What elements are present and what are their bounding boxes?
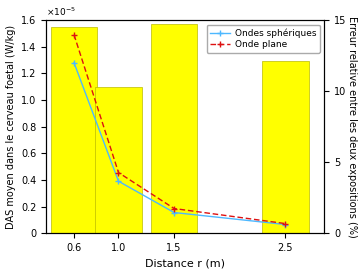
- Y-axis label: Erreur relative entre les deux expositions (%): Erreur relative entre les deux expositio…: [347, 16, 358, 238]
- Onde plane: [116, 171, 121, 174]
- Y-axis label: DAS moyen dans le cerveau foetal (W/kg): DAS moyen dans le cerveau foetal (W/kg): [5, 25, 16, 229]
- Ondes sphériques: [72, 61, 76, 64]
- Bar: [95, 87, 142, 233]
- Onde plane: [172, 207, 176, 210]
- X-axis label: Distance r (m): Distance r (m): [145, 258, 225, 269]
- Line: Ondes sphériques: Ondes sphériques: [70, 59, 289, 228]
- Bar: [151, 24, 197, 233]
- Legend: Ondes sphériques, Onde plane: Ondes sphériques, Onde plane: [207, 25, 320, 53]
- Ondes sphériques: [172, 211, 176, 214]
- Ondes sphériques: [116, 179, 121, 183]
- Bar: [51, 27, 97, 233]
- Onde plane: [72, 33, 76, 36]
- Onde plane: [283, 222, 287, 225]
- Line: Onde plane: Onde plane: [70, 31, 289, 227]
- Text: $\times10^{-5}$: $\times10^{-5}$: [46, 5, 76, 18]
- Ondes sphériques: [283, 223, 287, 226]
- Bar: [262, 61, 309, 233]
